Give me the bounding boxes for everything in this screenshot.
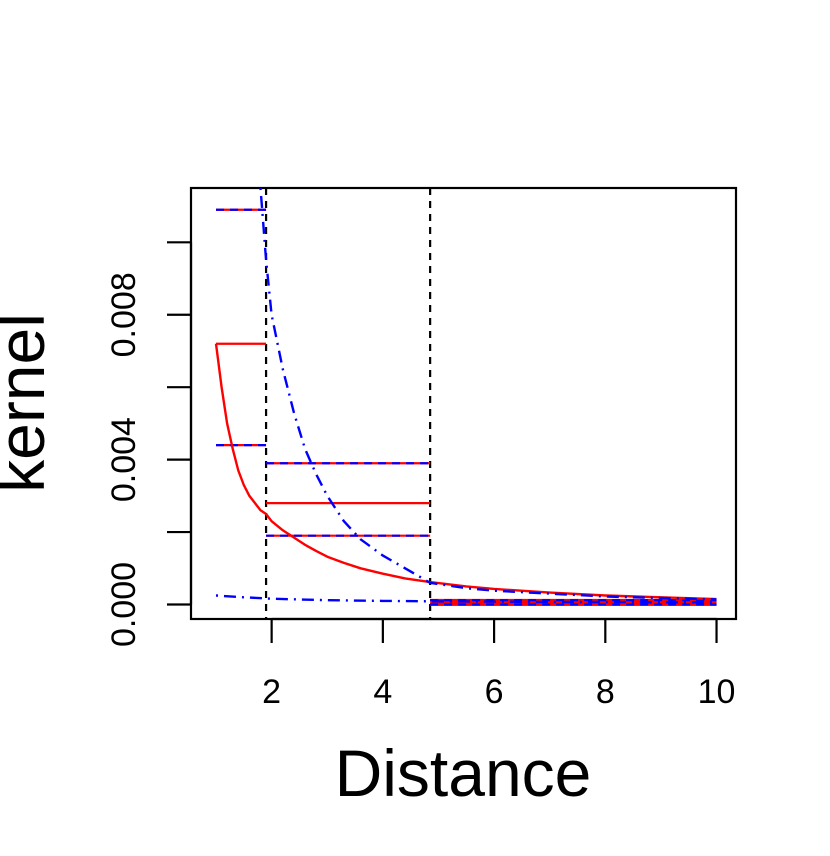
plot-area xyxy=(189,186,738,621)
series-1-line xyxy=(259,188,717,601)
x-axis-title: Distance xyxy=(335,736,592,810)
x-tick-label-3: 8 xyxy=(596,673,615,711)
y-tick-label-0: 0.000 xyxy=(105,562,143,647)
x-tick-label-1: 4 xyxy=(373,673,392,711)
series-layer xyxy=(214,188,717,619)
x-tick-label-2: 6 xyxy=(485,673,504,711)
x-tick-label-0: 2 xyxy=(262,673,281,711)
y-tick-label-4: 0.008 xyxy=(105,272,143,357)
y-axis-title: kernel xyxy=(0,313,58,493)
series-2 xyxy=(215,594,717,604)
series-1 xyxy=(259,188,717,601)
series-2-line xyxy=(215,594,717,604)
x-tick-label-4: 10 xyxy=(698,673,736,711)
series-0-line xyxy=(214,343,717,601)
plot-frame xyxy=(189,186,738,621)
axes-layer: 2 4 6 8 10 0.000 0.004 0.008 xyxy=(105,241,736,711)
series-0 xyxy=(214,343,717,601)
y-tick-label-2: 0.004 xyxy=(105,417,143,502)
